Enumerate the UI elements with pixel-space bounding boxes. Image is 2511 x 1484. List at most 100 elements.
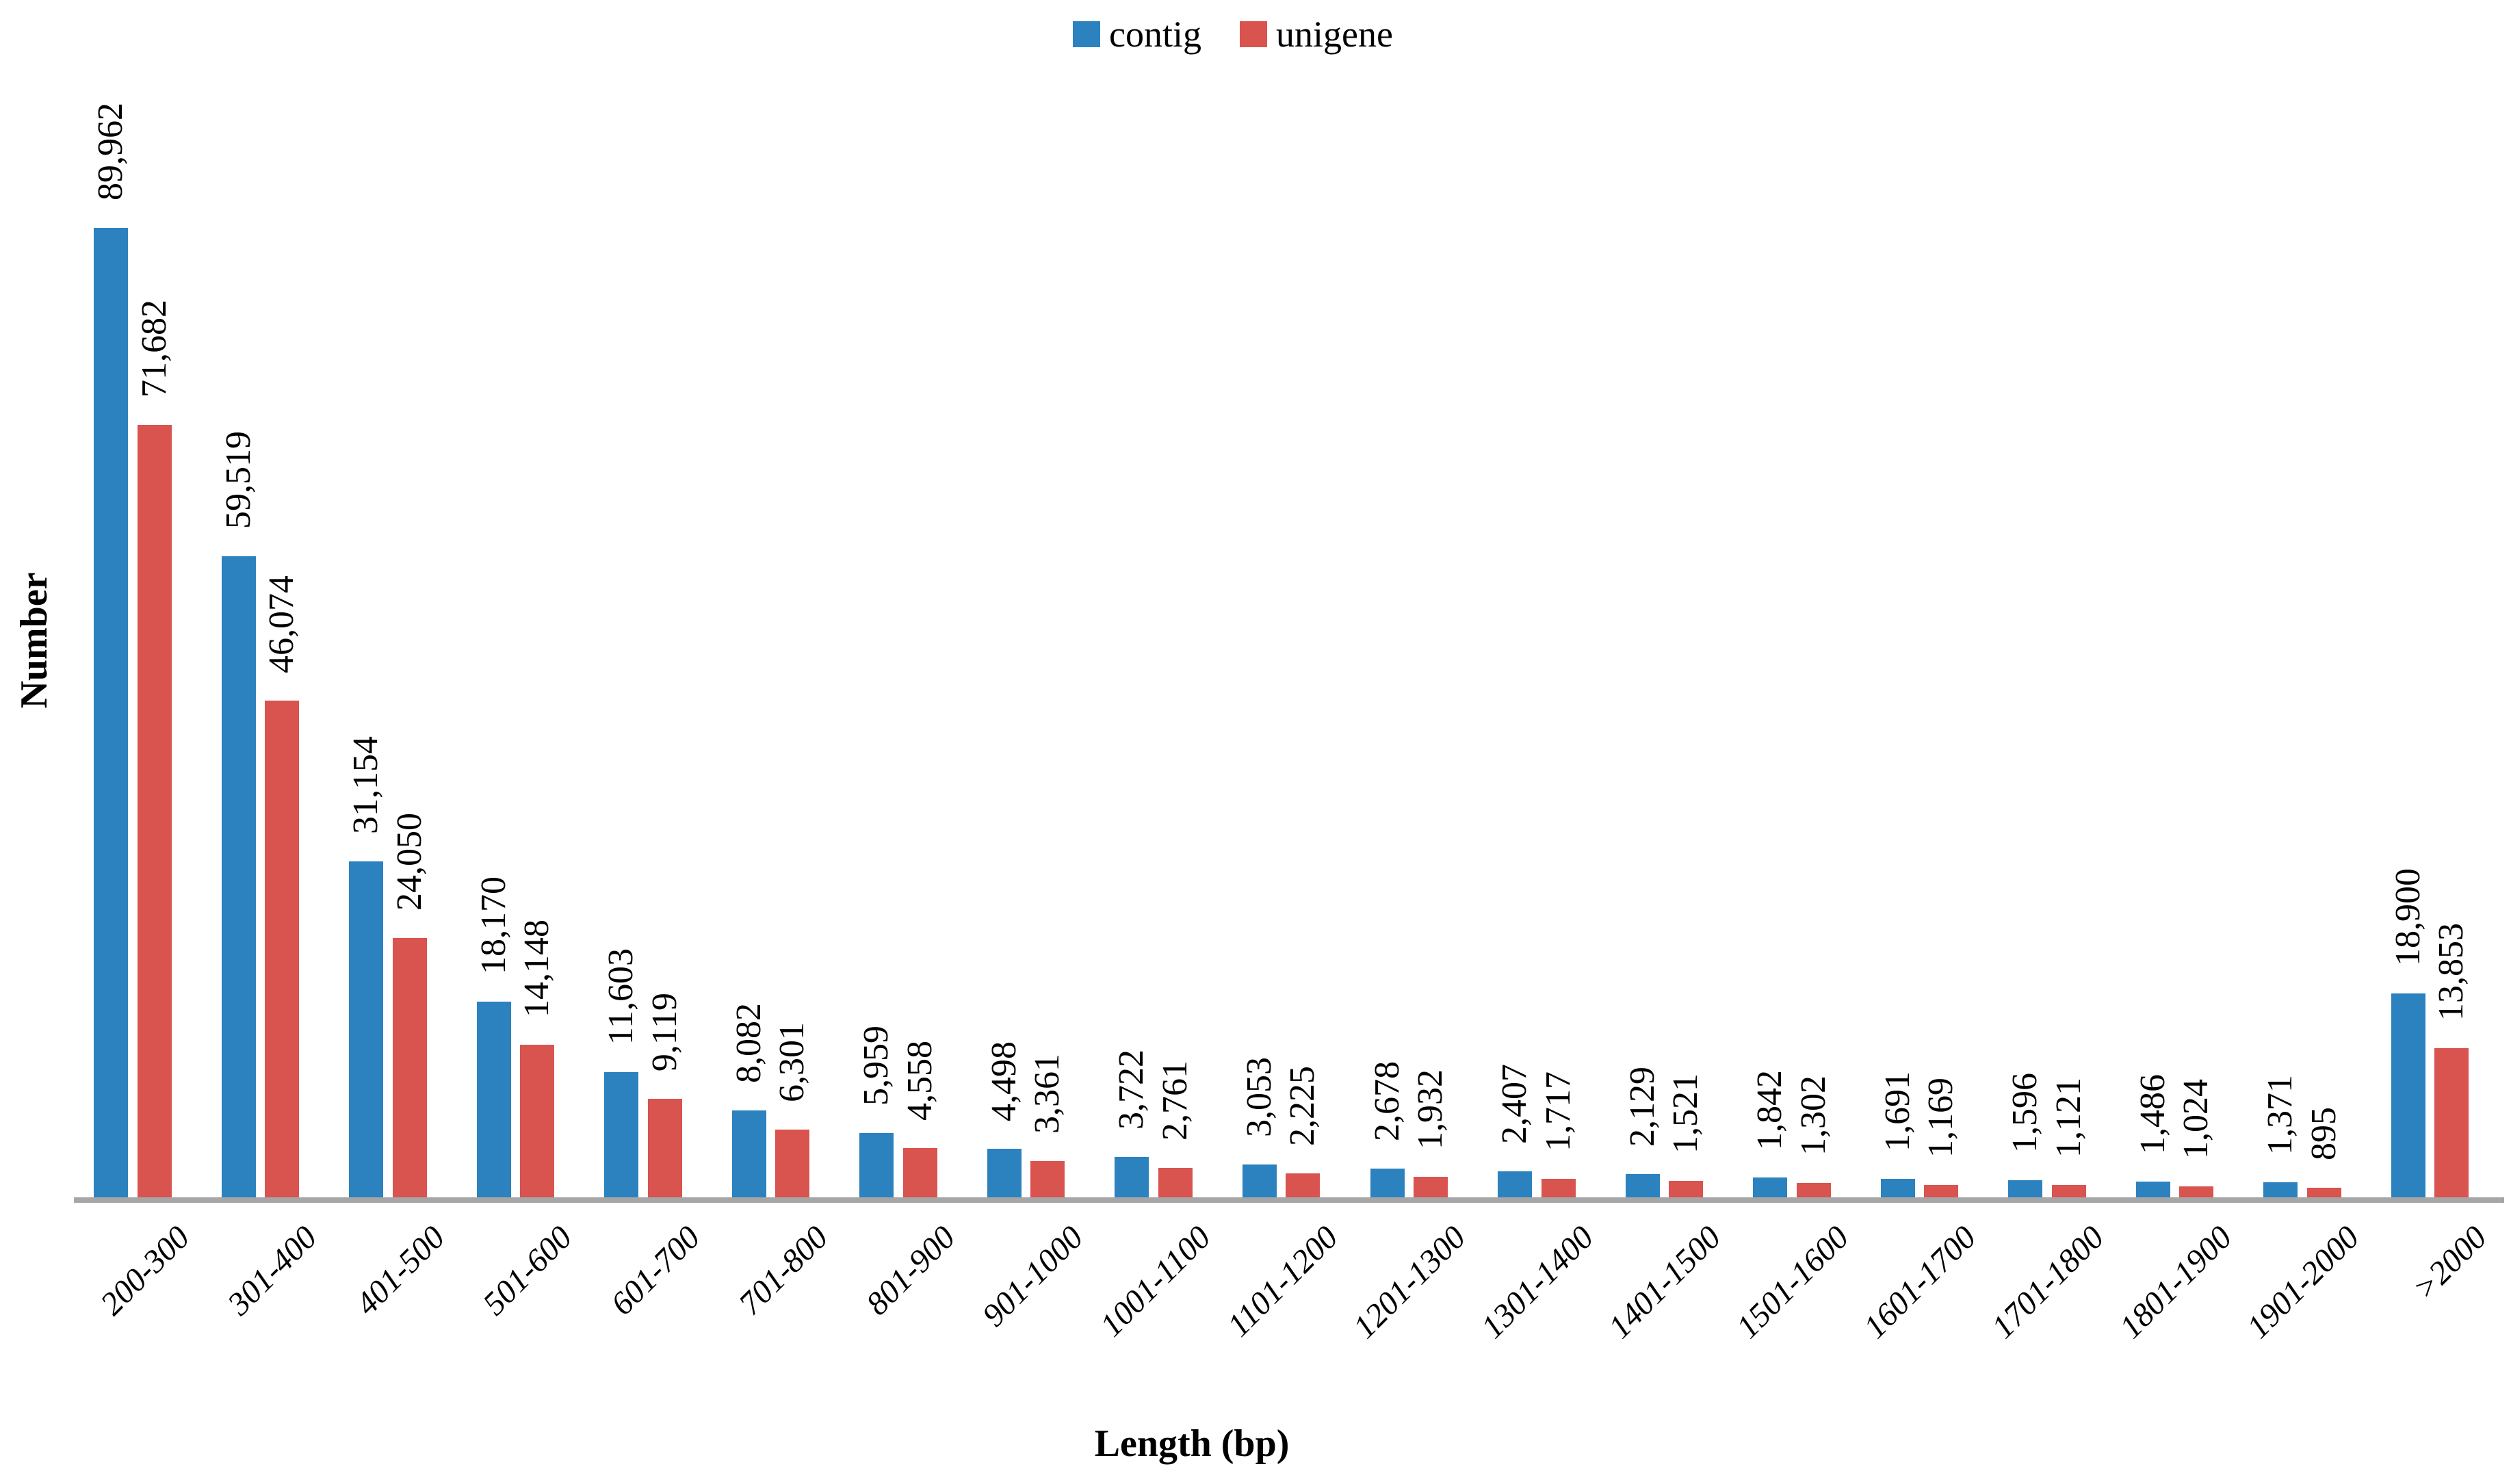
value-label-unigene-701-800: 6,301 [772,1022,812,1102]
legend-label-contig: contig [1109,14,1201,55]
bar-unigene-1801-1900 [2179,1186,2214,1197]
bar-contig-1601-1700 [1880,1179,1915,1197]
value-label-contig-501-600: 18,170 [473,876,513,974]
value-label-unigene-1101-1200: 2,225 [1283,1066,1323,1146]
bar-contig-501-600 [476,1002,511,1197]
category-label-1801-1900: 1801-1900 [2112,1219,2239,1346]
category-label-401-500: 401-500 [348,1219,452,1323]
value-label-unigene-601-700: 9,119 [645,992,684,1071]
value-label-contig-301-400: 59,519 [218,431,258,529]
value-label-unigene-1601-1700: 1,169 [1921,1078,1961,1158]
bar-contig-1901-2000 [2263,1182,2298,1197]
category-label-801-900: 801-900 [859,1219,963,1323]
bar-contig-1401-1500 [1625,1174,1660,1197]
bar-unigene-801-900 [902,1148,937,1197]
value-label-contig-701-800: 8,082 [729,1003,768,1083]
value-label-contig->2000: 18,900 [2388,868,2428,966]
bar-unigene-1901-2000 [2306,1188,2341,1197]
bar-unigene-301-400 [265,701,300,1197]
bar-unigene-601-700 [647,1099,682,1197]
category-label-1601-1700: 1601-1700 [1857,1219,1983,1346]
value-label-unigene-1701-1800: 1,121 [2048,1078,2088,1158]
value-label-unigene-1201-1300: 1,932 [1411,1069,1450,1149]
value-label-contig-1201-1300: 2,678 [1367,1061,1407,1141]
bar-unigene-501-600 [520,1045,555,1197]
bar-contig-901-1000 [987,1149,1022,1197]
legend-item-contig: contig [1073,16,1201,53]
bar-contig-1801-1900 [2135,1182,2170,1197]
value-label-contig-1501-1600: 1,842 [1750,1070,1790,1150]
bar-contig-1201-1300 [1370,1169,1405,1197]
category-label-1101-1200: 1101-1200 [1221,1219,1346,1344]
bar-unigene-1301-1400 [1541,1179,1576,1197]
category-label-501-600: 501-600 [476,1219,580,1323]
value-label-contig-601-700: 11,603 [601,948,641,1045]
category-label->2000: >2000 [2406,1219,2494,1307]
bar-unigene-1001-1100 [1158,1168,1193,1197]
bar-contig-601-700 [604,1072,639,1197]
value-label-contig-1301-1400: 2,407 [1495,1064,1535,1144]
value-label-unigene-301-400: 46,074 [262,575,302,673]
bar-unigene-701-800 [775,1130,810,1197]
bar-unigene-1101-1200 [1286,1173,1320,1197]
bar-unigene-1601-1700 [1924,1185,1959,1197]
value-label-contig-901-1000: 4,498 [984,1041,1024,1121]
value-label-unigene->2000: 13,853 [2432,923,2471,1021]
bar-contig-701-800 [731,1110,766,1197]
value-label-contig-1601-1700: 1,691 [1877,1071,1917,1151]
value-label-unigene-501-600: 14,148 [517,920,557,1017]
legend-swatch-unigene [1239,21,1267,47]
bar-contig-200-300 [94,228,128,1197]
value-label-unigene-200-300: 71,682 [134,300,174,398]
bar-contig-401-500 [349,861,384,1197]
category-label-701-800: 701-800 [731,1219,835,1323]
value-label-unigene-901-1000: 3,361 [1028,1054,1067,1134]
bar-contig-1301-1400 [1498,1171,1533,1197]
value-label-contig-1001-1100: 3,722 [1112,1050,1152,1130]
bar-unigene-901-1000 [1030,1161,1065,1197]
value-label-contig-200-300: 89,962 [91,103,130,200]
value-label-contig-1901-2000: 1,371 [2261,1075,2300,1155]
bar-contig->2000 [2391,993,2425,1197]
legend-swatch-contig [1073,21,1100,47]
bar-contig-1501-1600 [1753,1177,1788,1197]
value-label-contig-1101-1200: 3,053 [1239,1057,1279,1137]
bar-contig-1101-1200 [1242,1164,1277,1197]
legend-item-unigene: unigene [1239,16,1393,53]
category-label-301-400: 301-400 [221,1219,324,1323]
value-label-unigene-1301-1400: 1,717 [1538,1071,1578,1151]
bar-contig-801-900 [859,1133,894,1197]
value-label-unigene-1901-2000: 895 [2304,1107,2343,1160]
value-label-unigene-1001-1100: 2,761 [1155,1060,1195,1141]
category-label-1301-1400: 1301-1400 [1474,1219,1601,1346]
value-label-contig-1701-1800: 1,596 [2005,1073,2045,1153]
category-label-1701-1800: 1701-1800 [1984,1219,2111,1346]
chart-legend: contig unigene [1073,12,1431,56]
bar-unigene-1701-1800 [2051,1185,2086,1197]
value-label-unigene-1801-1900: 1,024 [2176,1079,2216,1159]
bar-unigene-1501-1600 [1796,1183,1831,1197]
value-label-unigene-1401-1500: 1,521 [1666,1073,1706,1154]
category-label-1401-1500: 1401-1500 [1602,1219,1728,1346]
value-label-unigene-401-500: 24,050 [389,813,429,911]
value-label-contig-401-500: 31,154 [346,736,386,834]
value-label-contig-1401-1500: 2,129 [1622,1067,1662,1147]
bar-contig-1001-1100 [1115,1157,1149,1197]
x-axis-title: Length (bp) [1094,1422,1290,1465]
value-label-contig-1801-1900: 1,486 [2133,1074,2172,1154]
bar-unigene-200-300 [137,425,172,1197]
category-label-1001-1100: 1001-1100 [1093,1219,1218,1344]
category-label-200-300: 200-300 [93,1219,197,1323]
category-label-601-700: 601-700 [603,1219,707,1323]
category-label-1201-1300: 1201-1300 [1346,1219,1473,1346]
bar-unigene-1201-1300 [1414,1177,1448,1197]
category-label-1501-1600: 1501-1600 [1729,1219,1856,1346]
category-label-901-1000: 901-1000 [975,1219,1090,1334]
value-label-contig-801-900: 5,959 [857,1026,896,1106]
bar-unigene-401-500 [392,938,427,1197]
value-label-unigene-1501-1600: 1,302 [1793,1076,1833,1156]
bar-unigene-1401-1500 [1669,1181,1704,1197]
x-axis-line [74,1197,2504,1203]
bar-contig-301-400 [221,556,256,1197]
